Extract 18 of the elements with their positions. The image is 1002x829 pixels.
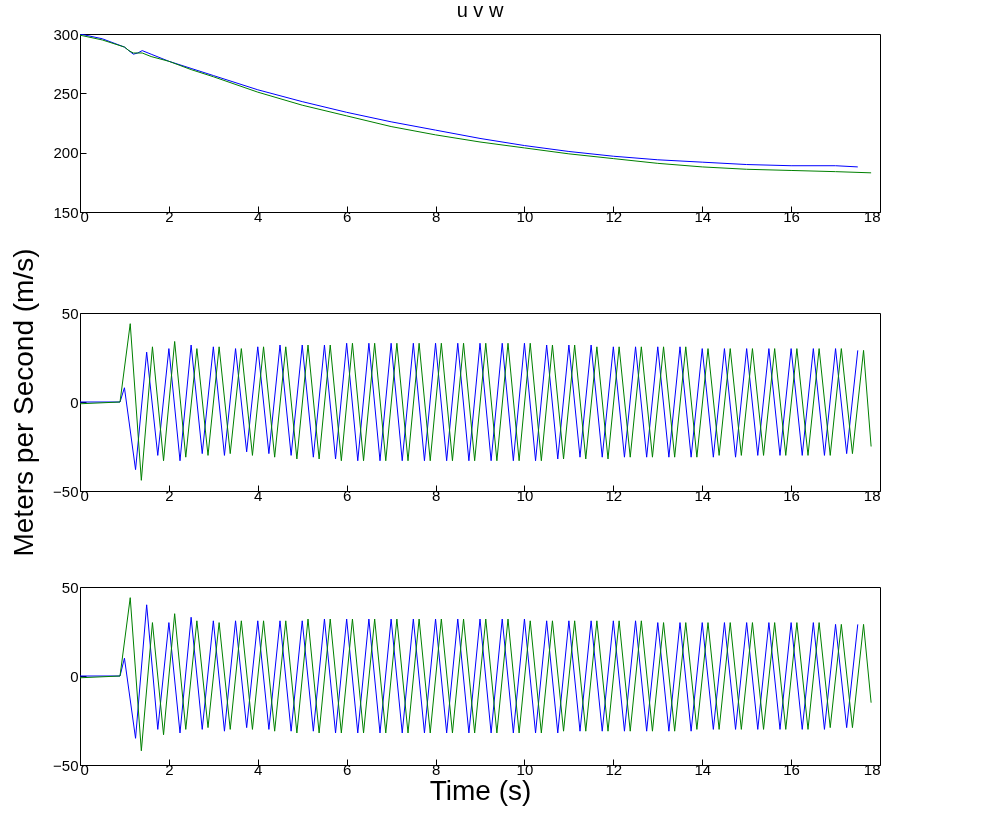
y-axis-title: Meters per Second (m/s)	[8, 248, 40, 557]
y-tick-label: −50	[53, 482, 79, 500]
y-tick-label: 150	[53, 203, 79, 221]
x-tick-label: 4	[254, 486, 263, 504]
y-tick-label: 50	[61, 578, 79, 596]
x-tick-label: 4	[254, 207, 263, 225]
y-tick-label: −50	[53, 756, 79, 774]
y-tick-label: 250	[53, 84, 79, 102]
y-tick-label: 50	[61, 304, 79, 322]
y-tick-label: 0	[70, 667, 79, 685]
y-tick-label: 200	[53, 144, 79, 162]
x-axis-title: Time (s)	[429, 774, 532, 806]
y-tick-label: 0	[70, 393, 79, 411]
y-tick-label: 300	[53, 25, 79, 43]
x-tick-label: 4	[254, 760, 263, 778]
chart-title: u v w	[456, 0, 504, 21]
line-series	[80, 342, 859, 471]
line-series	[80, 323, 872, 481]
